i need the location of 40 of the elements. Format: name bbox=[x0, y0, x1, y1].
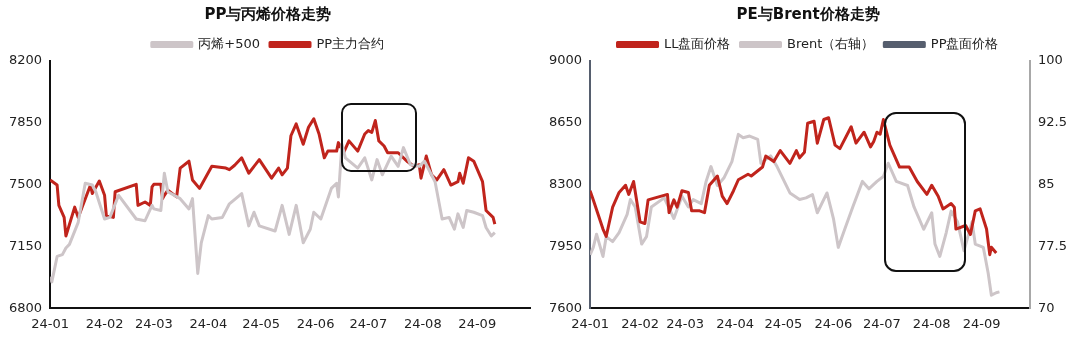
y2-tick-label: 100 bbox=[1038, 52, 1063, 68]
y2-tick-label: 92.5 bbox=[1038, 114, 1068, 130]
x-tick-label: 24-01 bbox=[31, 315, 69, 331]
y-tick-label: 7150 bbox=[8, 237, 43, 253]
y-tick-label: 7600 bbox=[548, 299, 583, 315]
x-tick-label: 24-09 bbox=[458, 315, 497, 331]
legend-label: 丙烯+500 bbox=[198, 35, 261, 51]
y-tick-label: 6800 bbox=[8, 299, 43, 315]
legend-label: LL盘面价格 bbox=[664, 35, 731, 51]
x-tick-label: 24-01 bbox=[571, 315, 609, 331]
y-tick-label: 8200 bbox=[8, 52, 43, 68]
y-tick-label: 8300 bbox=[548, 176, 583, 192]
y2-tick-label: 70 bbox=[1038, 299, 1055, 315]
x-tick-label: 24-08 bbox=[403, 315, 442, 331]
x-tick-label: 24-02 bbox=[621, 315, 659, 331]
y-tick-label: 8650 bbox=[548, 114, 583, 130]
y-tick-label: 7500 bbox=[8, 176, 43, 192]
y-tick-label: 7850 bbox=[8, 114, 43, 130]
y-tick-label: 7950 bbox=[548, 237, 583, 253]
legend-label: Brent（右轴） bbox=[787, 35, 875, 51]
chart-title: PE与Brent价格走势 bbox=[736, 4, 880, 23]
x-tick-label: 24-03 bbox=[666, 315, 705, 331]
x-tick-label: 24-08 bbox=[912, 315, 951, 331]
x-tick-label: 24-04 bbox=[189, 315, 228, 331]
x-tick-label: 24-09 bbox=[962, 315, 1001, 331]
x-tick-label: 24-06 bbox=[814, 315, 853, 331]
x-tick-label: 24-05 bbox=[764, 315, 803, 331]
x-tick-label: 24-07 bbox=[862, 315, 901, 331]
legend-label: PP主力合约 bbox=[316, 35, 385, 51]
x-tick-label: 24-05 bbox=[242, 315, 280, 331]
y-tick-label: 9000 bbox=[548, 52, 583, 68]
x-tick-label: 24-04 bbox=[716, 315, 755, 331]
y2-tick-label: 77.5 bbox=[1038, 237, 1068, 253]
x-tick-label: 24-02 bbox=[85, 315, 124, 331]
x-tick-label: 24-03 bbox=[134, 315, 173, 331]
chart-title: PP与丙烯价格走势 bbox=[204, 4, 332, 23]
x-tick-label: 24-06 bbox=[296, 315, 335, 331]
y2-tick-label: 85 bbox=[1038, 176, 1055, 192]
x-tick-label: 24-07 bbox=[349, 315, 388, 331]
legend-label: PP盘面价格 bbox=[930, 35, 999, 51]
